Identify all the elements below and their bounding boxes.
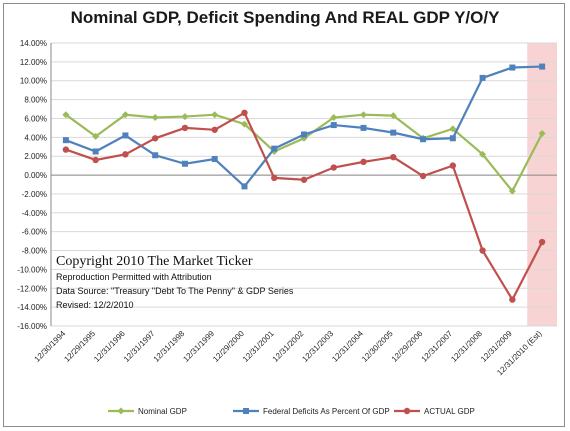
legend-swatch	[108, 407, 134, 415]
watermark-data-source: Data Source: "Treasury "Debt To The Penn…	[56, 286, 294, 296]
data-point	[211, 156, 218, 163]
data-point	[62, 111, 70, 119]
y-tick-label: -14.00%	[17, 303, 47, 312]
legend-item: Nominal GDP	[108, 404, 187, 418]
data-point	[241, 183, 248, 190]
y-tick-label: -16.00%	[17, 322, 47, 331]
data-point	[509, 64, 516, 71]
data-point	[390, 129, 397, 136]
data-point	[211, 111, 219, 119]
data-point	[360, 111, 368, 119]
data-point	[419, 172, 427, 180]
data-point	[152, 152, 159, 159]
watermark-copyright: Copyright 2010 The Market Ticker	[56, 254, 253, 269]
watermark-revised: Revised: 12/2/2010	[56, 300, 134, 310]
data-point	[449, 135, 456, 142]
data-point	[420, 136, 427, 143]
data-point	[449, 162, 457, 169]
data-point	[389, 112, 397, 120]
estimate-highlight-band	[527, 43, 557, 326]
y-tick-label: 8.00%	[24, 96, 47, 105]
chart-frame	[3, 3, 565, 427]
data-point	[360, 124, 367, 131]
data-point	[508, 187, 516, 195]
y-tick-label: -4.00%	[22, 209, 47, 218]
data-point	[240, 120, 248, 128]
data-point	[271, 174, 278, 182]
data-point	[449, 125, 457, 133]
data-point	[92, 148, 99, 155]
y-tick-label: -8.00%	[22, 247, 47, 256]
data-point	[62, 137, 69, 144]
watermark-reproduction: Reproduction Permitted with Attribution	[56, 272, 212, 282]
data-point	[538, 238, 546, 246]
data-point	[181, 124, 189, 132]
chart-title: Nominal GDP, Deficit Spending And REAL G…	[70, 8, 500, 27]
legend-swatch	[394, 407, 420, 415]
y-tick-label: 0.00%	[24, 171, 47, 180]
y-tick-label: 14.00%	[20, 39, 47, 48]
data-point	[330, 114, 338, 122]
chart-legend: Nominal GDP Federal Deficits As Percent O…	[0, 404, 570, 420]
y-tick-label: 4.00%	[24, 133, 47, 142]
data-point	[211, 126, 218, 133]
data-point	[330, 164, 337, 171]
y-tick-label: -12.00%	[17, 284, 47, 293]
data-point	[360, 158, 367, 166]
legend-swatch	[233, 408, 259, 414]
y-tick-label: 10.00%	[20, 77, 47, 86]
data-point	[121, 111, 129, 119]
y-tick-label: 2.00%	[24, 152, 47, 161]
data-point	[330, 122, 337, 129]
data-point	[509, 296, 516, 303]
data-point	[62, 146, 70, 153]
data-point	[151, 114, 159, 122]
data-point	[539, 63, 546, 70]
data-point	[92, 156, 99, 164]
legend-label: ACTUAL GDP	[424, 406, 475, 416]
legend-label: Federal Deficits As Percent Of GDP	[263, 406, 390, 416]
legend-item: ACTUAL GDP	[394, 404, 475, 418]
data-point	[181, 113, 189, 121]
y-tick-label: 12.00%	[20, 58, 47, 67]
data-point	[479, 74, 486, 81]
data-point	[301, 131, 307, 138]
data-point	[241, 109, 248, 117]
data-point	[181, 160, 188, 167]
data-point	[151, 135, 159, 142]
data-point	[92, 132, 100, 140]
data-point	[538, 130, 546, 138]
data-point	[271, 145, 278, 152]
data-point	[300, 176, 308, 183]
series-line-1	[65, 65, 543, 188]
data-point	[479, 150, 487, 158]
data-point	[390, 153, 397, 161]
data-point	[122, 151, 129, 158]
y-tick-label: -6.00%	[22, 228, 47, 237]
data-point	[122, 132, 129, 139]
legend-item: Federal Deficits As Percent Of GDP	[233, 404, 390, 418]
data-point	[479, 247, 486, 254]
legend-label: Nominal GDP	[138, 406, 187, 416]
y-tick-label: -2.00%	[22, 190, 47, 199]
y-tick-label: -10.00%	[17, 265, 47, 274]
y-tick-label: 6.00%	[24, 114, 47, 123]
